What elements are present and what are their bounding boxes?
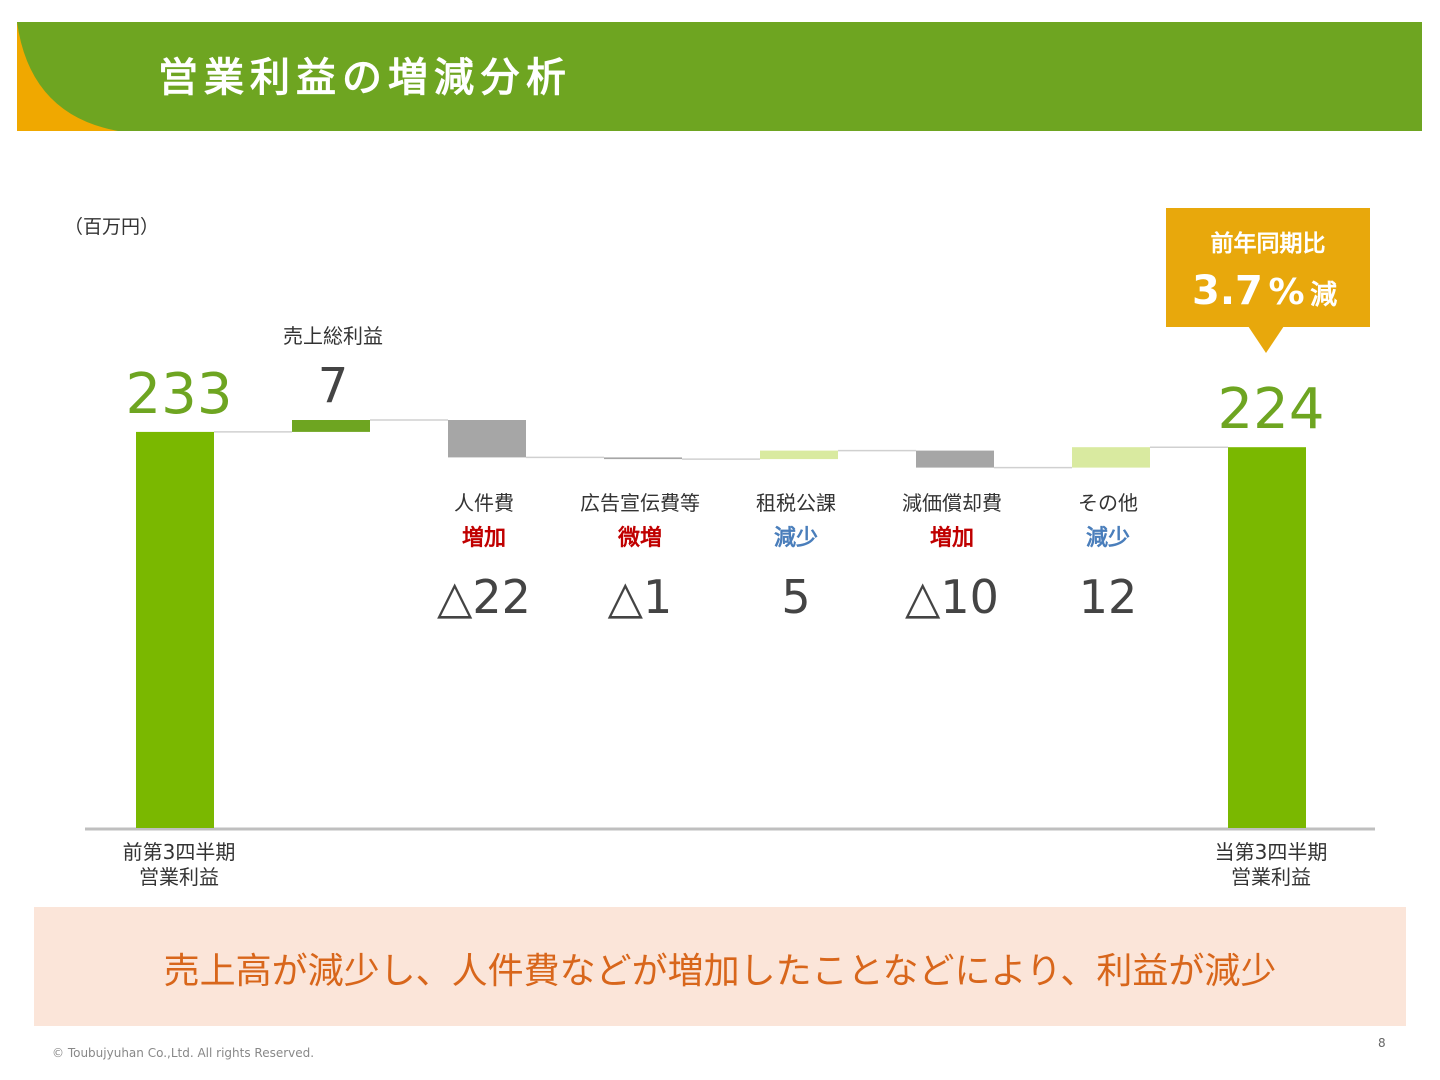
category-label: 広告宣伝費等 bbox=[580, 491, 700, 515]
bar bbox=[760, 450, 838, 460]
summary-text: 売上高が減少し、人件費などが増加したことなどにより、利益が減少 bbox=[163, 951, 1277, 992]
callout-box bbox=[1166, 208, 1370, 327]
callout-label: 前年同期比 bbox=[1210, 231, 1326, 257]
callout-unit: % bbox=[1268, 272, 1305, 313]
category-label: 租税公課 bbox=[756, 491, 836, 515]
bar bbox=[916, 450, 994, 468]
change-label: 微増 bbox=[617, 526, 663, 551]
value-label: 12 bbox=[1078, 570, 1138, 624]
header-accent bbox=[17, 22, 118, 131]
bar bbox=[136, 431, 214, 828]
unit-label: （百万円） bbox=[64, 216, 160, 238]
category-label: 人件費 bbox=[454, 491, 514, 515]
callout-value-row: 3.7 % 減 bbox=[1192, 268, 1337, 314]
bar bbox=[292, 420, 370, 432]
page-number: 8 bbox=[1378, 1036, 1386, 1050]
change-label: 増加 bbox=[461, 526, 507, 551]
category-label: 減価償却費 bbox=[902, 491, 1002, 515]
copyright: © Toubujyuhan Co.,Ltd. All rights Reserv… bbox=[52, 1046, 315, 1060]
summary-box bbox=[34, 907, 1406, 1026]
value-label: △22 bbox=[437, 570, 531, 624]
change-label: 減少 bbox=[773, 526, 819, 551]
change-label: 減少 bbox=[1085, 526, 1131, 551]
value-label: 5 bbox=[781, 570, 811, 624]
bar bbox=[1228, 447, 1306, 828]
category-label: 売上総利益 bbox=[283, 324, 383, 348]
bar bbox=[604, 457, 682, 460]
bar bbox=[1072, 447, 1150, 468]
header-band bbox=[17, 22, 1422, 131]
change-label: 増加 bbox=[929, 526, 975, 551]
value-label: 224 bbox=[1217, 377, 1325, 443]
callout-pointer bbox=[1248, 326, 1284, 353]
callout-suffix: 減 bbox=[1310, 280, 1338, 311]
value-label: △10 bbox=[905, 570, 999, 624]
category-label: その他 bbox=[1078, 491, 1138, 515]
value-label: 233 bbox=[125, 361, 233, 427]
callout-value: 3.7 bbox=[1192, 268, 1263, 314]
category-label: 当第3四半期 営業利益 bbox=[1214, 840, 1328, 889]
category-label: 前第3四半期 営業利益 bbox=[122, 840, 236, 889]
bar bbox=[448, 420, 526, 458]
value-label: 7 bbox=[317, 358, 349, 414]
slide-title: 営業利益の増減分析 bbox=[158, 55, 572, 101]
value-label: △1 bbox=[607, 570, 673, 624]
